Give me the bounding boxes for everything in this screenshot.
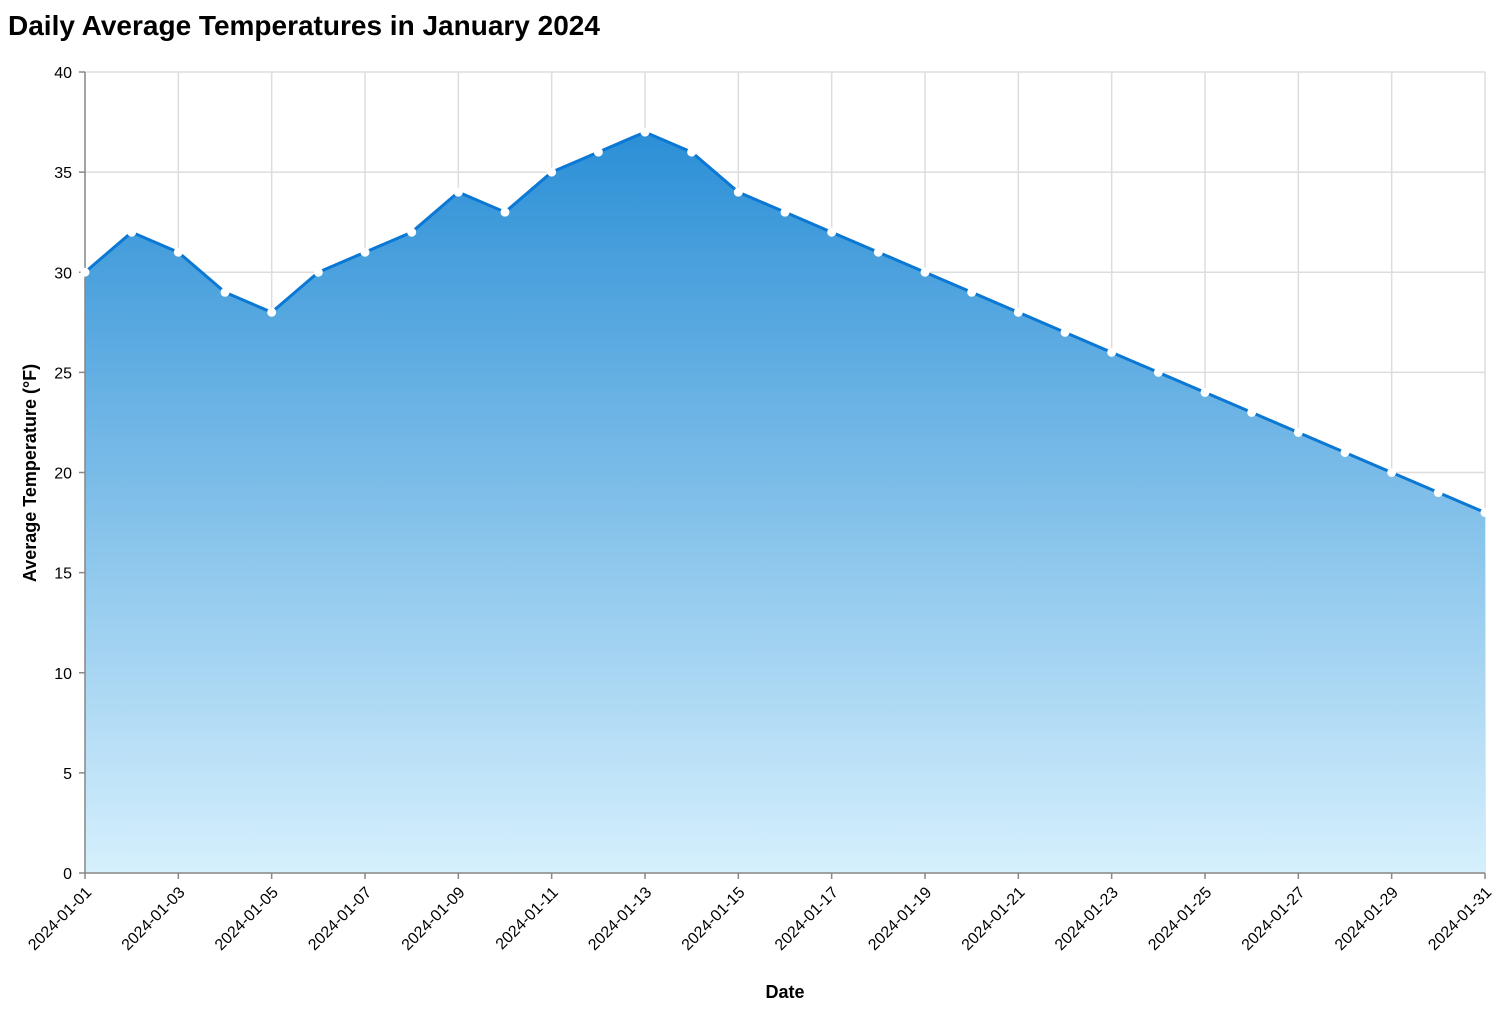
x-tick-label: 2024-01-19 — [865, 884, 935, 954]
data-point-2024-01-27 — [1293, 427, 1303, 437]
y-tick-label: 40 — [54, 65, 72, 82]
data-point-2024-01-23 — [1107, 347, 1117, 357]
x-tick-label: 2024-01-07 — [305, 884, 375, 954]
y-tick-label: 15 — [54, 566, 72, 583]
data-point-2024-01-30 — [1433, 488, 1443, 498]
x-tick-label: 2024-01-15 — [679, 884, 749, 954]
data-point-2024-01-25 — [1200, 387, 1210, 397]
x-tick-label: 2024-01-29 — [1332, 884, 1402, 954]
y-tick-label: 30 — [54, 265, 72, 282]
data-points — [80, 127, 1490, 518]
data-point-2024-01-11 — [547, 167, 557, 177]
y-tick-label: 35 — [54, 165, 72, 182]
x-tick-label: 2024-01-17 — [772, 884, 842, 954]
y-tick-label: 5 — [63, 766, 72, 783]
y-tick-label: 25 — [54, 365, 72, 382]
x-tick-label: 2024-01-21 — [959, 884, 1029, 954]
y-axis-title: Average Temperature (°F) — [20, 364, 40, 582]
chart-title: Daily Average Temperatures in January 20… — [8, 10, 600, 41]
data-point-2024-01-31 — [1480, 508, 1490, 518]
x-tick-label: 2024-01-09 — [399, 884, 469, 954]
x-tick-label: 2024-01-11 — [493, 884, 562, 953]
x-tick-label: 2024-01-23 — [1052, 884, 1122, 954]
x-axis-title: Date — [765, 982, 804, 1002]
data-point-2024-01-06 — [313, 267, 323, 277]
data-point-2024-01-19 — [920, 267, 930, 277]
x-tick-label: 2024-01-27 — [1239, 884, 1309, 954]
data-point-2024-01-17 — [827, 227, 837, 237]
y-tick-label: 0 — [63, 866, 72, 883]
data-point-2024-01-05 — [267, 307, 277, 317]
data-point-2024-01-07 — [360, 247, 370, 257]
data-point-2024-01-13 — [640, 127, 650, 137]
data-point-2024-01-21 — [1013, 307, 1023, 317]
data-point-2024-01-18 — [873, 247, 883, 257]
data-point-2024-01-28 — [1340, 447, 1350, 457]
y-tick-label: 10 — [54, 666, 72, 683]
data-point-2024-01-10 — [500, 207, 510, 217]
x-tick-label: 2024-01-13 — [585, 884, 655, 954]
data-point-2024-01-09 — [453, 187, 463, 197]
y-tick-label: 20 — [54, 466, 72, 483]
data-point-2024-01-15 — [733, 187, 743, 197]
data-point-2024-01-04 — [220, 287, 230, 297]
data-point-2024-01-03 — [173, 247, 183, 257]
data-point-2024-01-22 — [1060, 327, 1070, 337]
data-point-2024-01-01 — [80, 267, 90, 277]
area-fill — [85, 132, 1485, 873]
data-point-2024-01-16 — [780, 207, 790, 217]
data-point-2024-01-24 — [1153, 367, 1163, 377]
x-tick-label: 2024-01-05 — [212, 884, 282, 954]
x-tick-label: 2024-01-25 — [1145, 884, 1215, 954]
data-point-2024-01-14 — [687, 147, 697, 157]
data-point-2024-01-02 — [127, 227, 137, 237]
x-tick-label: 2024-01-03 — [119, 884, 189, 954]
x-tick-label: 2024-01-01 — [25, 884, 95, 954]
data-point-2024-01-20 — [967, 287, 977, 297]
data-point-2024-01-12 — [593, 147, 603, 157]
data-point-2024-01-08 — [407, 227, 417, 237]
data-point-2024-01-29 — [1387, 468, 1397, 477]
data-point-2024-01-26 — [1247, 407, 1257, 417]
area-series — [84, 130, 1486, 873]
x-tick-label: 2024-01-31 — [1425, 884, 1495, 954]
